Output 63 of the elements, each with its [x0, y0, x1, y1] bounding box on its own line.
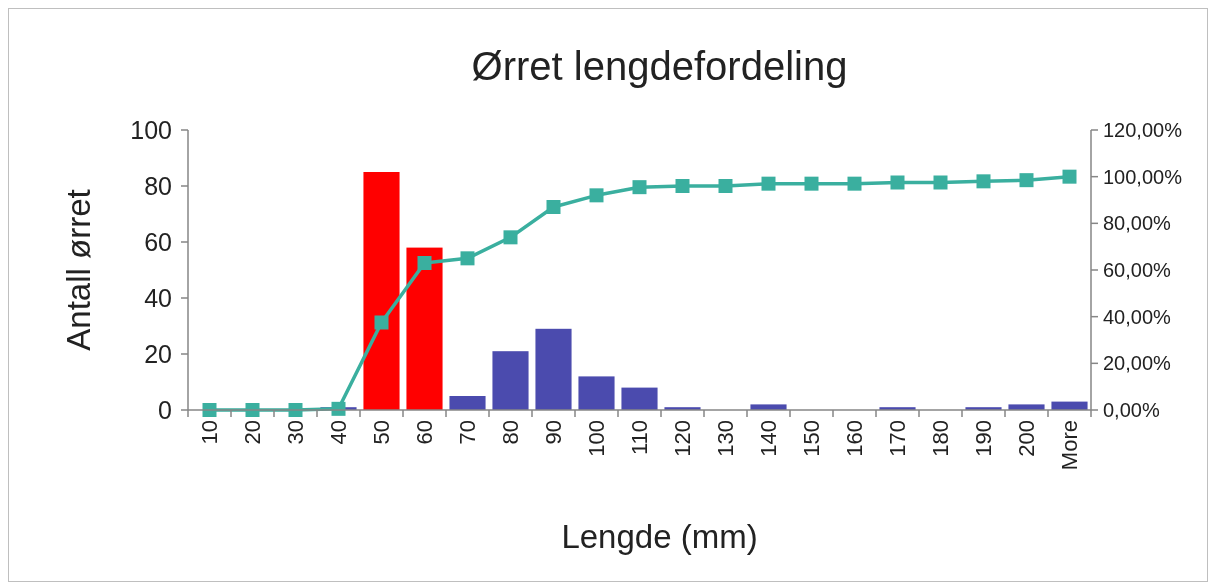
bar	[449, 396, 486, 410]
x-tick-label: 130	[713, 420, 739, 457]
y2-tick-label: 80,00%	[1103, 212, 1172, 235]
x-tick-label: 180	[928, 420, 954, 457]
x-axis-title: Lengde (mm)	[561, 518, 758, 555]
x-tick-label: 80	[498, 420, 524, 445]
point	[374, 315, 389, 330]
y2-tick-label: 20,00%	[1103, 352, 1172, 375]
point	[589, 188, 604, 203]
x-tick-label: 30	[283, 420, 309, 445]
bar	[1008, 404, 1045, 410]
bar	[406, 247, 443, 410]
bar	[750, 404, 787, 410]
x-tick-label: 190	[971, 420, 997, 457]
y-tick-label: 80	[144, 171, 172, 200]
x-tick-label: 170	[885, 420, 911, 457]
point	[976, 174, 991, 189]
point	[718, 179, 733, 193]
point	[460, 251, 475, 266]
x-tick-label: 40	[326, 420, 352, 445]
x-tick-label: 100	[584, 420, 610, 457]
point	[417, 256, 432, 270]
x-tick-label: 20	[240, 420, 266, 445]
point	[1019, 173, 1034, 188]
x-tick-label: 120	[670, 420, 696, 457]
x-tick-label: 160	[842, 420, 868, 457]
x-tick-label: 150	[799, 420, 825, 457]
y-tick-label: 0	[158, 395, 172, 424]
point	[933, 175, 948, 190]
point	[1062, 169, 1077, 184]
x-tick-label: 10	[197, 420, 223, 445]
y-tick-label: 100	[130, 115, 172, 144]
y2-tick-label: 120,00%	[1103, 119, 1183, 141]
point	[804, 176, 819, 191]
chart-title: Ørret lengdefordeling	[471, 44, 848, 88]
y2-tick-label: 0,00%	[1103, 399, 1160, 421]
point	[503, 230, 518, 245]
x-tick-label: More	[1057, 420, 1083, 471]
x-tick-label: 70	[455, 420, 481, 445]
bar	[621, 387, 658, 410]
y-tick-label: 40	[144, 283, 172, 312]
bar	[535, 328, 572, 410]
bar	[578, 376, 615, 410]
x-tick-label: 90	[541, 420, 567, 445]
y-axis-title: Antall ørret	[60, 189, 97, 351]
x-tick-label: 140	[756, 420, 782, 457]
point	[761, 176, 776, 191]
x-tick-label: 60	[412, 420, 438, 445]
y2-tick-label: 60,00%	[1103, 259, 1172, 281]
y-tick-label: 20	[144, 339, 172, 368]
point	[847, 176, 862, 191]
x-tick-label: 110	[627, 420, 653, 456]
x-tick-label: 50	[369, 420, 395, 445]
point	[675, 179, 690, 193]
point	[546, 200, 561, 214]
y2-tick-label: 40,00%	[1103, 305, 1172, 328]
x-tick-label: 200	[1014, 420, 1040, 457]
bar	[492, 351, 529, 410]
y-tick-label: 60	[144, 227, 172, 256]
point	[632, 180, 647, 195]
point	[890, 175, 905, 190]
bar	[363, 172, 400, 410]
y2-tick-label: 100,00%	[1103, 165, 1183, 188]
